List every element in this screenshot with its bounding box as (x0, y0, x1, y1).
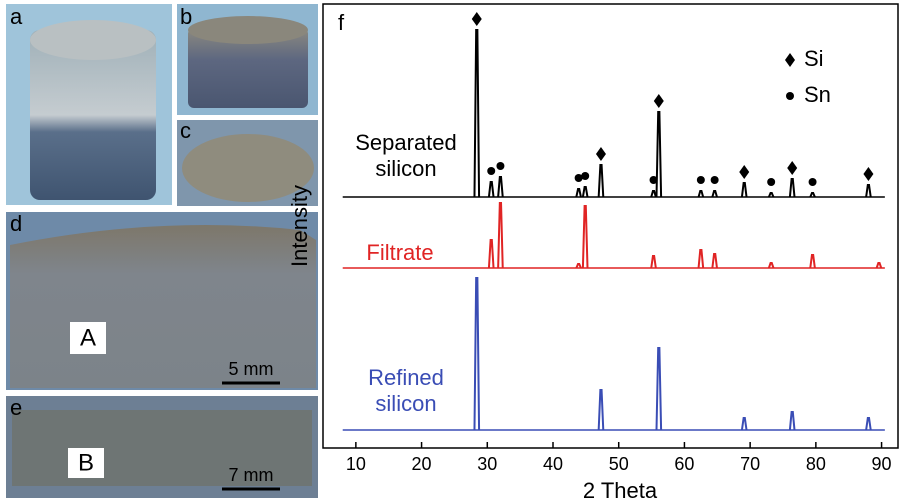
sample-label: B (78, 449, 94, 476)
marker-circle (487, 167, 496, 175)
peak (767, 192, 775, 198)
peak (655, 111, 663, 198)
scale-label: 7 mm (229, 465, 274, 485)
marker-diamond (595, 147, 606, 161)
sample-box (68, 448, 104, 478)
marker-circle (767, 178, 776, 186)
peak (575, 188, 582, 198)
sample-label: A (80, 324, 96, 351)
photo-c (182, 134, 314, 202)
panel-label: a (10, 4, 23, 29)
peak (497, 176, 504, 198)
series-label: Separated silicon (355, 130, 457, 181)
peak (697, 249, 705, 269)
peak (865, 417, 872, 431)
series-label: Filtrate (366, 240, 434, 265)
x-tick-label: 80 (806, 454, 826, 474)
x-tick-label: 10 (346, 454, 366, 474)
x-tick-label: 60 (674, 454, 694, 474)
panel-label: e (10, 395, 22, 420)
panel-label: b (180, 4, 192, 29)
x-tick-label: 20 (412, 454, 432, 474)
photo-b-top (188, 16, 308, 44)
peak (473, 29, 481, 198)
peak (865, 184, 872, 198)
peak (487, 239, 495, 269)
legend-label: Sn (804, 82, 831, 107)
peak (650, 190, 657, 198)
sample-box (70, 322, 106, 354)
peak (497, 202, 504, 269)
marker-diamond (653, 94, 664, 108)
peak (875, 262, 883, 269)
photo-a-top (30, 20, 156, 60)
x-axis-label: 2 Theta (583, 478, 658, 502)
peak (597, 389, 605, 431)
peak (473, 277, 481, 431)
marker-diamond (471, 12, 482, 26)
plot-frame (322, 3, 899, 449)
marker-circle (496, 162, 505, 170)
panel-label: d (10, 211, 22, 236)
x-tick-label: 50 (609, 454, 629, 474)
peak (711, 253, 718, 269)
marker-diamond (785, 53, 795, 67)
marker-circle (710, 176, 719, 184)
marker-diamond (863, 167, 874, 181)
peak (655, 347, 663, 431)
y-axis-label: Intensity (287, 185, 312, 267)
peak (788, 178, 796, 198)
peak (575, 263, 582, 269)
legend-label: Si (804, 46, 824, 71)
marker-diamond (739, 165, 750, 179)
marker-circle (808, 178, 817, 186)
peak (740, 182, 748, 198)
peak (788, 411, 796, 431)
peak (809, 254, 816, 269)
x-tick-label: 90 (872, 454, 892, 474)
marker-diamond (787, 161, 798, 175)
peak (809, 192, 816, 198)
x-tick-label: 40 (543, 454, 563, 474)
marker-circle (696, 176, 705, 184)
peak (581, 205, 589, 269)
peak (487, 181, 495, 198)
marker-circle (786, 92, 794, 100)
peak (650, 255, 657, 269)
marker-circle (574, 174, 583, 182)
marker-circle (581, 172, 590, 180)
scale-label: 5 mm (229, 359, 274, 379)
photo-b (188, 28, 308, 108)
x-tick-label: 30 (477, 454, 497, 474)
peak (697, 190, 705, 198)
series-label: Refined silicon (368, 365, 444, 416)
marker-circle (649, 176, 658, 184)
panel-label: c (180, 118, 191, 143)
peak (597, 164, 605, 198)
photo-a (30, 30, 156, 200)
x-tick-label: 70 (740, 454, 760, 474)
panel-label: f (338, 10, 345, 35)
photo-e (12, 410, 312, 486)
peak (767, 262, 775, 269)
peak (711, 190, 718, 198)
peak (581, 186, 589, 198)
peak (740, 417, 748, 431)
